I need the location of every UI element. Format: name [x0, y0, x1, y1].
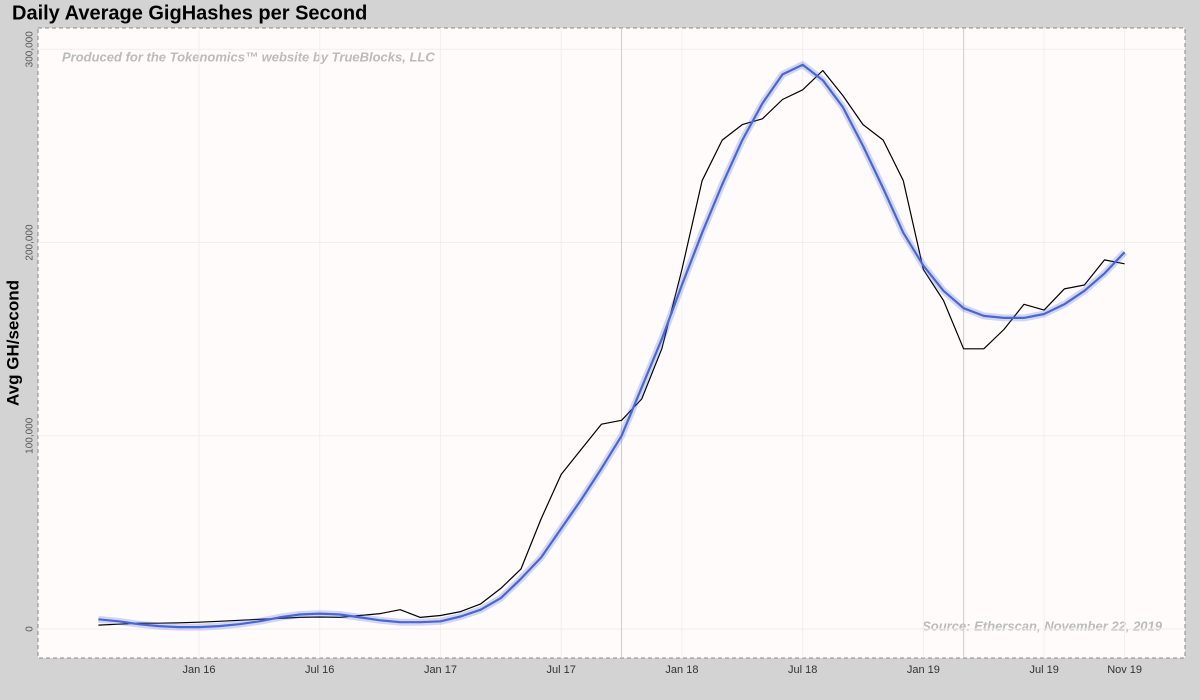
x-tick-label: Jul 16 — [305, 664, 334, 676]
x-tick-label: Jul 17 — [547, 664, 576, 676]
x-tick-label: Jul 18 — [788, 664, 817, 676]
y-tick-label: 0 — [25, 626, 36, 632]
x-tick-label: Jul 19 — [1029, 664, 1058, 676]
y-tick-label: 200,000 — [25, 224, 36, 261]
chart-title: Daily Average GigHashes per Second — [12, 2, 367, 24]
x-tick-label: Jan 18 — [665, 664, 698, 676]
x-tick-label: Jan 16 — [182, 664, 215, 676]
series-line — [98, 63, 1126, 629]
x-tick-label: Jan 19 — [907, 664, 940, 676]
x-tick-label: Nov 19 — [1107, 664, 1142, 676]
y-tick-label: 100,000 — [25, 417, 36, 454]
y-axis-label: Avg GH/second — [3, 280, 22, 406]
x-tick-label: Jan 17 — [424, 664, 457, 676]
plot-area — [37, 27, 1186, 659]
annotation: Produced for the Tokenomics™ website by … — [62, 49, 435, 64]
annotation: Source: Etherscan, November 22, 2019 — [922, 618, 1163, 633]
y-tick-label: 300,000 — [25, 31, 36, 68]
